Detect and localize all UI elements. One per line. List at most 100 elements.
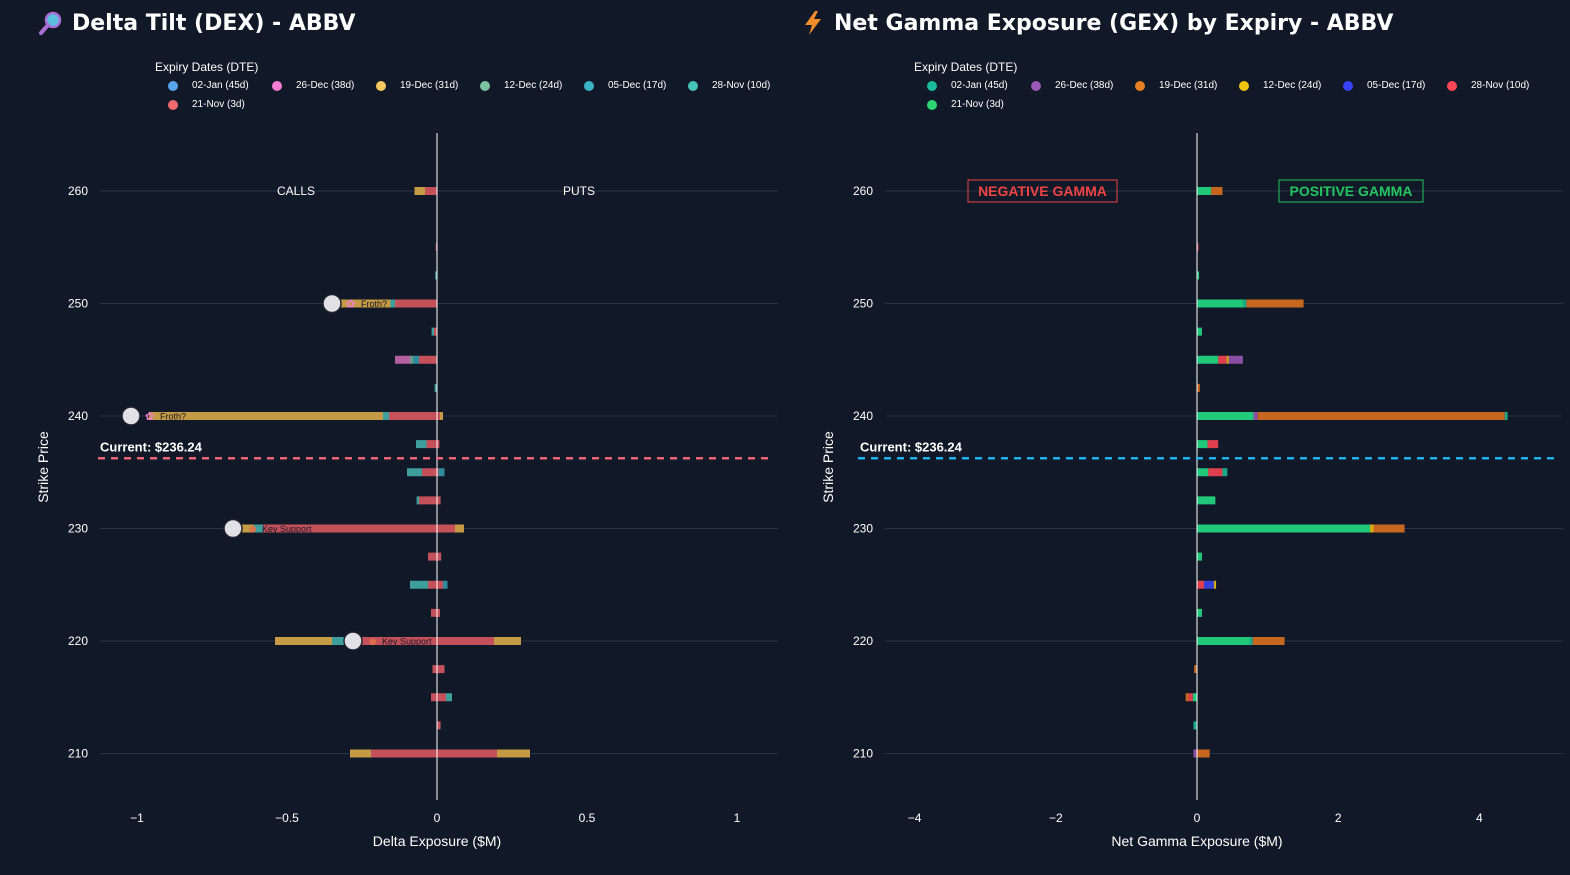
gex-bar-segment[interactable] (1243, 299, 1247, 308)
dex-bar-237.5[interactable] (416, 440, 440, 449)
dex-legend-item[interactable]: 19-Dec (31d) (363, 80, 467, 91)
dex-bar-segment[interactable] (426, 440, 440, 449)
dex-bar-217.5[interactable] (432, 665, 445, 674)
gex-bar-segment[interactable] (1369, 524, 1374, 533)
gex-bar-227.5[interactable] (1197, 552, 1202, 561)
dex-bar-232.5[interactable] (416, 496, 441, 505)
dex-legend-item[interactable]: 05-Dec (17d) (571, 80, 675, 91)
gex-bar-210[interactable] (1193, 749, 1210, 758)
gex-bar-217.5[interactable] (1194, 665, 1197, 674)
gex-bar-segment[interactable] (1185, 693, 1189, 702)
dex-marker-circle[interactable] (343, 631, 363, 651)
gex-bar-235[interactable] (1197, 468, 1228, 477)
gex-bar-segment[interactable] (1197, 355, 1219, 364)
gex-bar-segment[interactable] (1228, 355, 1243, 364)
gex-bar-252.5[interactable] (1197, 271, 1200, 280)
dex-bar-segment[interactable] (497, 749, 530, 758)
dex-bar-segment[interactable] (425, 187, 437, 195)
dex-bar-260[interactable] (414, 187, 438, 195)
dex-bar-segment[interactable] (395, 299, 437, 308)
dex-bar-segment[interactable] (435, 243, 437, 252)
dex-bar-segment[interactable] (410, 580, 428, 589)
dex-bar-segment[interactable] (446, 693, 452, 702)
gex-bar-242.5[interactable] (1197, 383, 1200, 392)
dex-bar-segment[interactable] (437, 721, 441, 730)
dex-marker-circle[interactable] (223, 518, 243, 539)
gex-bar-260[interactable] (1197, 187, 1223, 195)
dex-bar-222.5[interactable] (431, 608, 440, 617)
dex-bar-segment[interactable] (455, 524, 464, 533)
dex-bar-segment[interactable] (434, 327, 437, 336)
dex-bar-segment[interactable] (494, 637, 521, 645)
gex-bar-segment[interactable] (1197, 327, 1202, 336)
dex-bar-segment[interactable] (419, 496, 441, 505)
dex-legend-item[interactable]: 21-Nov (3d) (155, 99, 259, 110)
dex-bar-segment[interactable] (438, 468, 445, 477)
gex-bar-segment[interactable] (1211, 187, 1223, 195)
dex-bar-segment[interactable] (347, 637, 494, 645)
dex-bar-segment[interactable] (390, 299, 396, 308)
gex-bar-segment[interactable] (1257, 412, 1505, 420)
dex-legend-item[interactable]: 28-Nov (10d) (675, 80, 779, 91)
gex-bar-segment[interactable] (1197, 749, 1210, 758)
gex-bar-245[interactable] (1197, 355, 1243, 364)
dex-marker[interactable]: ☻ Key Support (343, 631, 432, 651)
dex-bar-segment[interactable] (383, 412, 389, 420)
gex-bar-segment[interactable] (1213, 580, 1217, 589)
gex-bar-segment[interactable] (1252, 637, 1285, 645)
gex-bar-255[interactable] (1197, 243, 1199, 252)
gex-bar-250[interactable] (1197, 299, 1304, 308)
dex-bar-segment[interactable] (428, 580, 443, 589)
dex-bar-segment[interactable] (350, 749, 371, 758)
gex-bar-segment[interactable] (1197, 580, 1205, 589)
dex-bar-segment[interactable] (434, 383, 437, 392)
gex-legend-item[interactable]: 28-Nov (10d) (1434, 80, 1538, 91)
gex-legend-item[interactable]: 05-Dec (17d) (1330, 80, 1434, 91)
dex-bar-252.5[interactable] (435, 271, 437, 280)
gex-bar-segment[interactable] (1197, 468, 1209, 477)
gex-bar-segment[interactable] (1193, 721, 1197, 730)
dex-bar-215[interactable] (431, 693, 452, 702)
gex-bar-segment[interactable] (1249, 637, 1253, 645)
gex-bar-segment[interactable] (1204, 580, 1214, 589)
gex-legend-item[interactable]: 12-Dec (24d) (1226, 80, 1330, 91)
gex-legend-item[interactable]: 19-Dec (31d) (1122, 80, 1226, 91)
dex-bar-segment[interactable] (371, 749, 497, 758)
dex-bar-227.5[interactable] (428, 552, 442, 561)
dex-marker[interactable]: ✿ Froth? (121, 406, 186, 426)
dex-bar-segment[interactable] (414, 187, 426, 195)
dex-legend-item[interactable]: 02-Jan (45d) (155, 80, 259, 91)
dex-bar-segment[interactable] (332, 637, 347, 645)
dex-bar-segment[interactable] (431, 327, 434, 336)
dex-bar-247.5[interactable] (431, 327, 437, 336)
dex-bar-242.5[interactable] (434, 383, 437, 392)
dex-marker-circle[interactable] (322, 293, 342, 314)
dex-legend-item[interactable]: 26-Dec (38d) (259, 80, 363, 91)
dex-bar-segment[interactable] (428, 552, 442, 561)
dex-bar-segment[interactable] (419, 355, 437, 364)
dex-bar-segment[interactable] (239, 524, 254, 533)
dex-bar-segment[interactable] (432, 665, 445, 674)
gex-bar-segment[interactable] (1197, 243, 1199, 252)
dex-bar-segment[interactable] (435, 271, 437, 280)
dex-bar-segment[interactable] (263, 524, 455, 533)
gex-bar-240[interactable] (1197, 412, 1508, 420)
gex-bar-segment[interactable] (1194, 665, 1197, 674)
dex-bar-240[interactable] (149, 412, 443, 420)
dex-bar-230[interactable] (239, 524, 464, 533)
gex-bar-segment[interactable] (1192, 693, 1197, 702)
gex-bar-segment[interactable] (1197, 299, 1244, 308)
gex-bar-segment[interactable] (1218, 355, 1227, 364)
dex-bar-220[interactable] (275, 637, 521, 645)
gex-bar-segment[interactable] (1188, 693, 1193, 702)
dex-bar-segment[interactable] (338, 299, 391, 308)
dex-bar-segment[interactable] (410, 355, 413, 364)
gex-bar-222.5[interactable] (1197, 608, 1202, 617)
gex-bar-230[interactable] (1197, 524, 1405, 533)
gex-bar-212.5[interactable] (1193, 721, 1197, 730)
gex-bar-segment[interactable] (1197, 524, 1370, 533)
gex-legend-item[interactable]: 21-Nov (3d) (914, 99, 1018, 110)
gex-bar-segment[interactable] (1222, 468, 1228, 477)
dex-bar-235[interactable] (407, 468, 445, 477)
dex-bar-segment[interactable] (254, 524, 263, 533)
